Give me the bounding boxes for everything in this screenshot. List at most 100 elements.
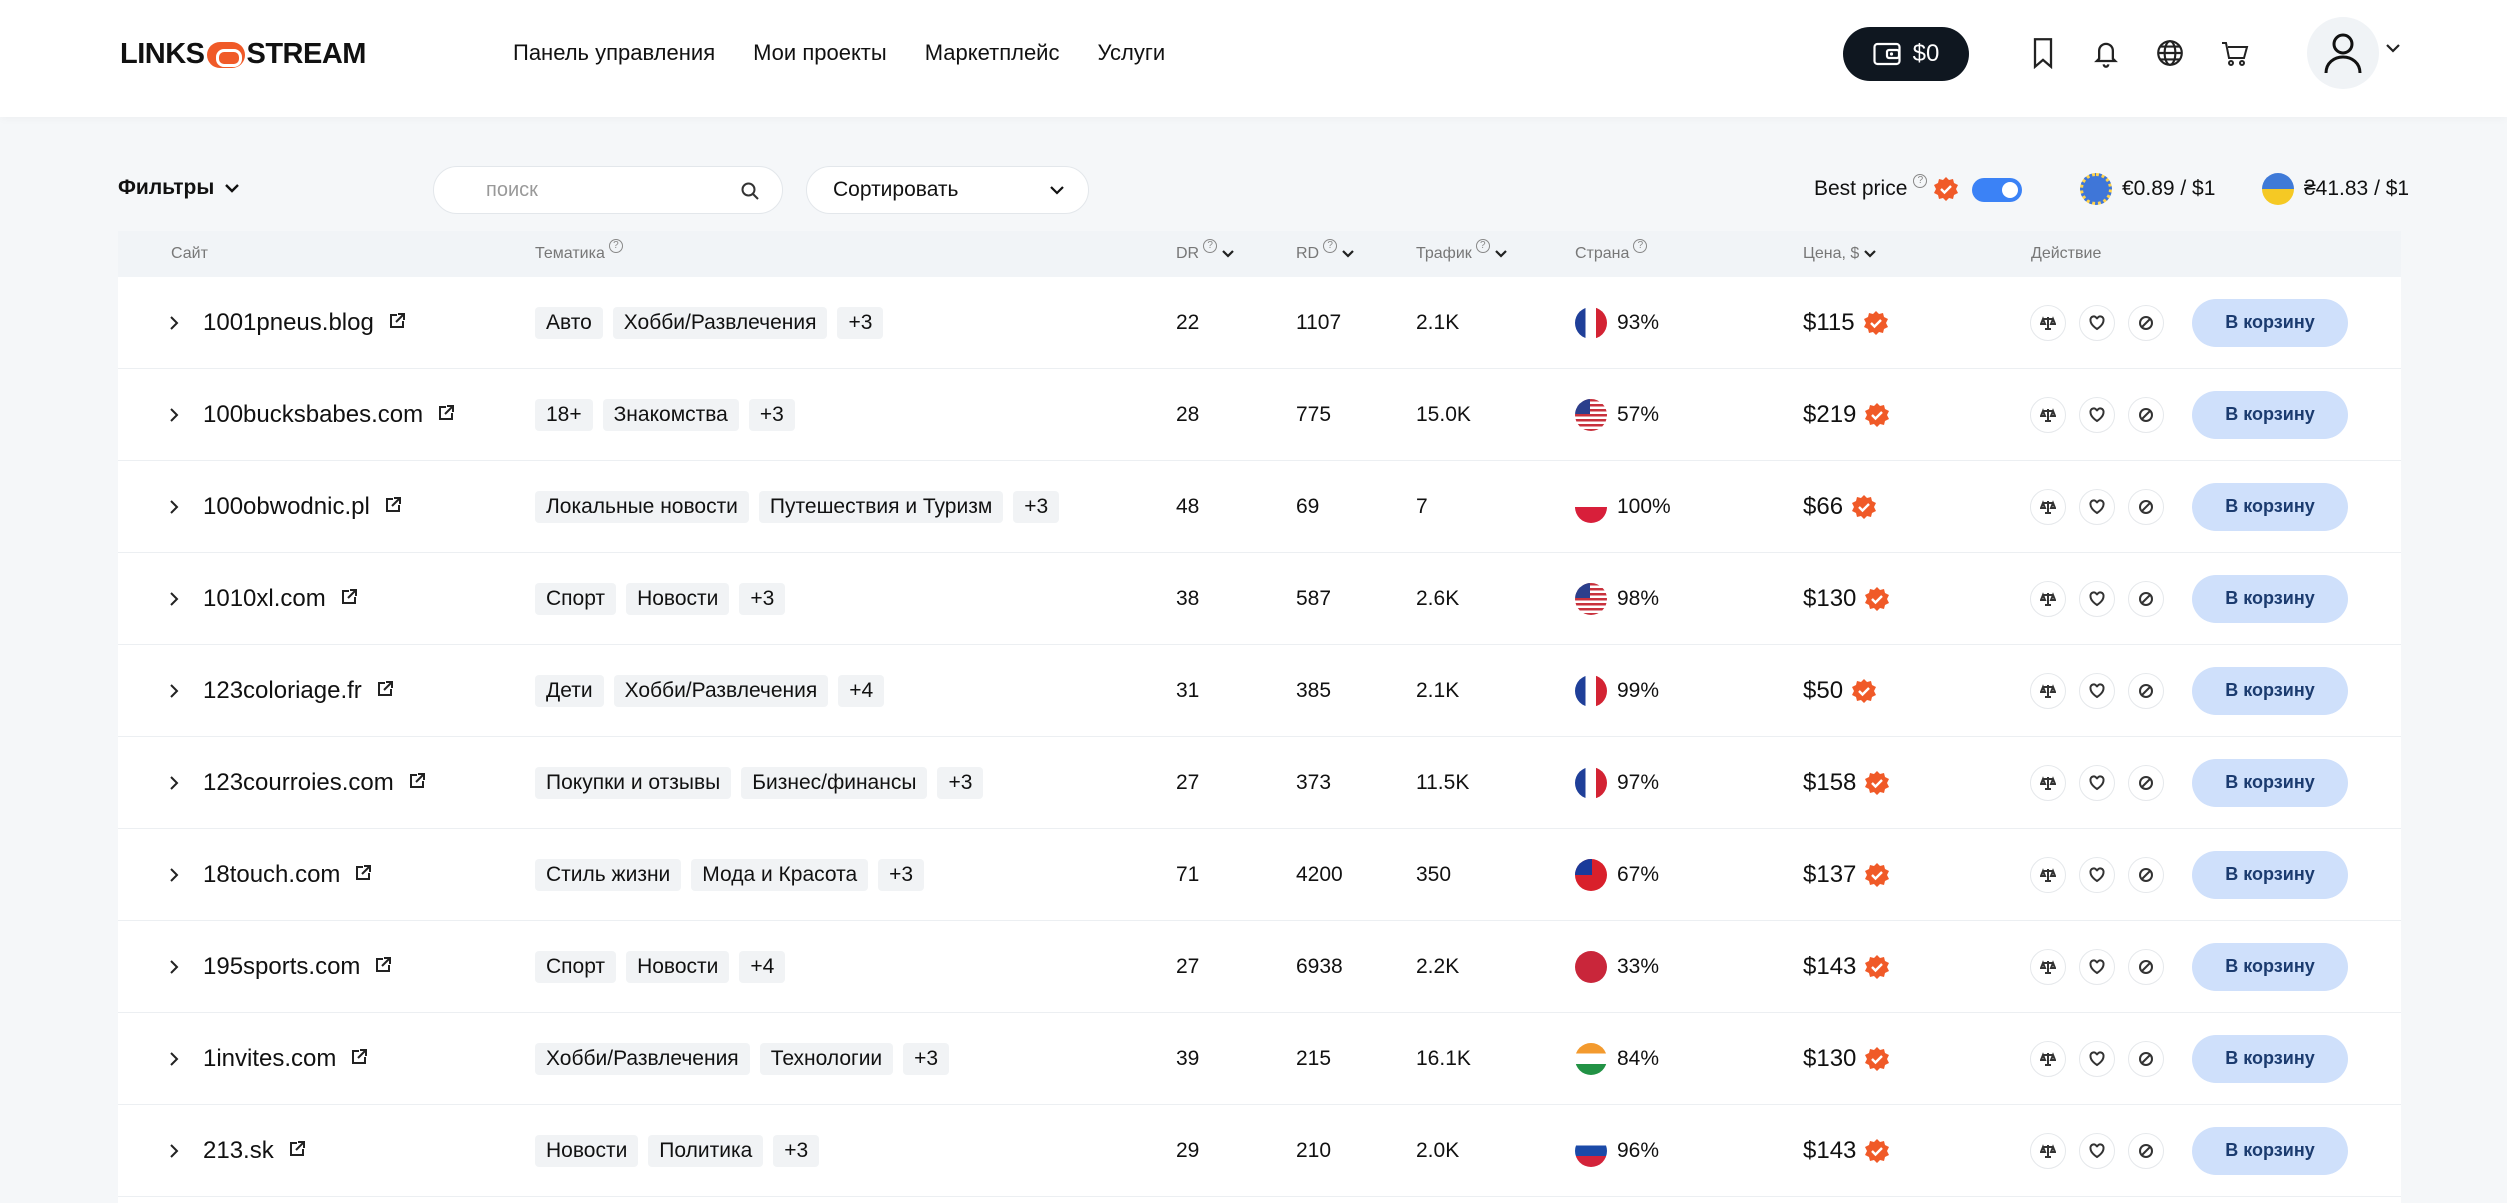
topic-tag[interactable]: +4 <box>838 674 885 707</box>
compare-icon[interactable] <box>2030 488 2066 525</box>
heart-icon[interactable] <box>2079 304 2115 341</box>
nav-services[interactable]: Услуги <box>1097 40 1166 65</box>
block-icon[interactable] <box>2128 856 2164 893</box>
topic-tag[interactable]: +3 <box>773 1134 820 1167</box>
col-price[interactable]: Цена, $ <box>1803 245 1877 263</box>
block-icon[interactable] <box>2128 396 2164 433</box>
site-link[interactable]: 1invites.com <box>203 1044 337 1072</box>
compare-icon[interactable] <box>2030 304 2066 341</box>
add-to-cart-button[interactable]: В корзину <box>2192 850 2348 899</box>
topic-tag[interactable]: +3 <box>837 306 884 339</box>
nav-my-projects[interactable]: Мои проекты <box>753 40 887 65</box>
block-icon[interactable] <box>2128 488 2164 525</box>
help-icon[interactable]: ? <box>1913 174 1928 188</box>
external-link-icon[interactable] <box>374 953 392 981</box>
best-price-toggle[interactable] <box>1972 178 2022 202</box>
external-link-icon[interactable] <box>340 585 358 613</box>
topic-tag[interactable]: +3 <box>937 766 984 799</box>
help-icon[interactable]: ? <box>1203 239 1218 253</box>
compare-icon[interactable] <box>2030 672 2066 709</box>
add-to-cart-button[interactable]: В корзину <box>2192 574 2348 623</box>
site-link[interactable]: 123coloriage.fr <box>203 676 362 704</box>
bell-icon[interactable] <box>2089 34 2123 72</box>
search-icon[interactable] <box>740 181 760 201</box>
site-link[interactable]: 100obwodnic.pl <box>203 492 370 520</box>
help-icon[interactable]: ? <box>1475 239 1490 253</box>
block-icon[interactable] <box>2128 672 2164 709</box>
block-icon[interactable] <box>2128 304 2164 341</box>
expand-chevron-icon[interactable] <box>168 921 180 1012</box>
topic-tag[interactable]: +3 <box>748 398 795 431</box>
external-link-icon[interactable] <box>408 769 426 797</box>
external-link-icon[interactable] <box>350 1045 368 1073</box>
nav-dashboard[interactable]: Панель управления <box>513 40 716 65</box>
block-icon[interactable] <box>2128 1132 2164 1169</box>
compare-icon[interactable] <box>2030 1132 2066 1169</box>
add-to-cart-button[interactable]: В корзину <box>2192 1126 2348 1175</box>
sort-dropdown[interactable]: Сортировать <box>806 166 1089 214</box>
expand-chevron-icon[interactable] <box>168 369 180 460</box>
cart-icon[interactable] <box>2218 34 2252 72</box>
expand-chevron-icon[interactable] <box>168 829 180 920</box>
block-icon[interactable] <box>2128 580 2164 617</box>
topic-tag[interactable]: +3 <box>878 858 925 891</box>
filters-toggle[interactable]: Фильтры <box>118 176 240 200</box>
site-link[interactable]: 18touch.com <box>203 860 341 888</box>
topic-tag[interactable]: +3 <box>1013 490 1060 523</box>
site-link[interactable]: 213.sk <box>203 1136 274 1164</box>
block-icon[interactable] <box>2128 1040 2164 1077</box>
heart-icon[interactable] <box>2079 856 2115 893</box>
expand-chevron-icon[interactable] <box>168 737 180 828</box>
wallet-button[interactable]: $0 <box>1843 27 1969 81</box>
expand-chevron-icon[interactable] <box>168 645 180 736</box>
external-link-icon[interactable] <box>437 401 455 429</box>
search-input[interactable] <box>486 178 726 202</box>
compare-icon[interactable] <box>2030 580 2066 617</box>
heart-icon[interactable] <box>2079 488 2115 525</box>
add-to-cart-button[interactable]: В корзину <box>2192 298 2348 347</box>
compare-icon[interactable] <box>2030 764 2066 801</box>
col-site[interactable]: Сайт <box>171 245 208 262</box>
expand-chevron-icon[interactable] <box>168 1013 180 1104</box>
heart-icon[interactable] <box>2079 672 2115 709</box>
expand-chevron-icon[interactable] <box>168 277 180 368</box>
add-to-cart-button[interactable]: В корзину <box>2192 942 2348 991</box>
site-link[interactable]: 123courroies.com <box>203 768 394 796</box>
block-icon[interactable] <box>2128 948 2164 985</box>
heart-icon[interactable] <box>2079 948 2115 985</box>
expand-chevron-icon[interactable] <box>168 1105 180 1196</box>
expand-chevron-icon[interactable] <box>168 553 180 644</box>
bookmark-icon[interactable] <box>2026 34 2060 72</box>
compare-icon[interactable] <box>2030 948 2066 985</box>
col-dr[interactable]: DR? <box>1176 239 1235 263</box>
topic-tag[interactable]: +3 <box>739 582 786 615</box>
add-to-cart-button[interactable]: В корзину <box>2192 1034 2348 1083</box>
nav-marketplace[interactable]: Маркетплейс <box>924 40 1060 65</box>
avatar[interactable] <box>2307 17 2379 89</box>
external-link-icon[interactable] <box>388 309 406 337</box>
heart-icon[interactable] <box>2079 1132 2115 1169</box>
add-to-cart-button[interactable]: В корзину <box>2192 482 2348 531</box>
add-to-cart-button[interactable]: В корзину <box>2192 390 2348 439</box>
external-link-icon[interactable] <box>376 677 394 705</box>
heart-icon[interactable] <box>2079 764 2115 801</box>
expand-chevron-icon[interactable] <box>168 461 180 552</box>
heart-icon[interactable] <box>2079 1040 2115 1077</box>
topic-tag[interactable]: +4 <box>739 950 786 983</box>
help-icon[interactable]: ? <box>608 239 623 253</box>
site-link[interactable]: 100bucksbabes.com <box>203 400 424 428</box>
help-icon[interactable]: ? <box>1633 239 1648 253</box>
compare-icon[interactable] <box>2030 856 2066 893</box>
add-to-cart-button[interactable]: В корзину <box>2192 666 2348 715</box>
add-to-cart-button[interactable]: В корзину <box>2192 758 2348 807</box>
compare-icon[interactable] <box>2030 1040 2066 1077</box>
heart-icon[interactable] <box>2079 580 2115 617</box>
col-traffic[interactable]: Трафик? <box>1416 239 1508 263</box>
heart-icon[interactable] <box>2079 396 2115 433</box>
site-link[interactable]: 1010xl.com <box>203 584 326 612</box>
globe-icon[interactable] <box>2153 34 2187 72</box>
external-link-icon[interactable] <box>288 1137 306 1165</box>
topic-tag[interactable]: +3 <box>903 1042 950 1075</box>
external-link-icon[interactable] <box>384 493 402 521</box>
compare-icon[interactable] <box>2030 396 2066 433</box>
